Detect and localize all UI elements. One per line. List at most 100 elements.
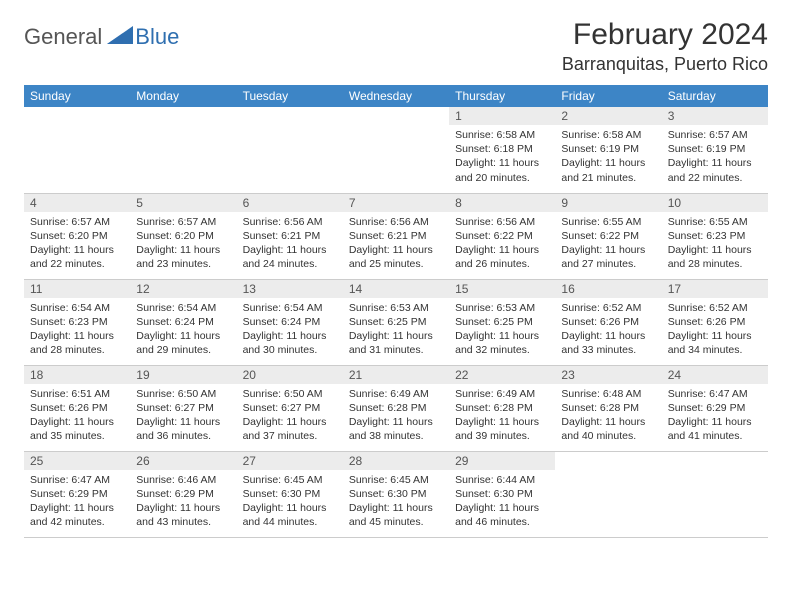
calendar-cell: 24Sunrise: 6:47 AMSunset: 6:29 PMDayligh… xyxy=(662,365,768,451)
calendar-body: 1Sunrise: 6:58 AMSunset: 6:18 PMDaylight… xyxy=(24,107,768,537)
calendar-cell: 13Sunrise: 6:54 AMSunset: 6:24 PMDayligh… xyxy=(237,279,343,365)
day-details: Sunrise: 6:54 AMSunset: 6:24 PMDaylight:… xyxy=(130,298,236,362)
calendar-cell: 16Sunrise: 6:52 AMSunset: 6:26 PMDayligh… xyxy=(555,279,661,365)
day-number: 22 xyxy=(449,366,555,384)
calendar-cell xyxy=(237,107,343,193)
weekday-header: Wednesday xyxy=(343,85,449,107)
day-details: Sunrise: 6:52 AMSunset: 6:26 PMDaylight:… xyxy=(662,298,768,362)
day-details: Sunrise: 6:49 AMSunset: 6:28 PMDaylight:… xyxy=(343,384,449,448)
day-number: 7 xyxy=(343,194,449,212)
calendar-cell: 17Sunrise: 6:52 AMSunset: 6:26 PMDayligh… xyxy=(662,279,768,365)
calendar-cell: 14Sunrise: 6:53 AMSunset: 6:25 PMDayligh… xyxy=(343,279,449,365)
day-number: 15 xyxy=(449,280,555,298)
day-details: Sunrise: 6:47 AMSunset: 6:29 PMDaylight:… xyxy=(662,384,768,448)
weekday-header: Tuesday xyxy=(237,85,343,107)
day-number: 18 xyxy=(24,366,130,384)
calendar-cell: 29Sunrise: 6:44 AMSunset: 6:30 PMDayligh… xyxy=(449,451,555,537)
logo-text-blue: Blue xyxy=(135,24,179,50)
day-details: Sunrise: 6:56 AMSunset: 6:21 PMDaylight:… xyxy=(343,212,449,276)
calendar-row: 4Sunrise: 6:57 AMSunset: 6:20 PMDaylight… xyxy=(24,193,768,279)
calendar-cell: 1Sunrise: 6:58 AMSunset: 6:18 PMDaylight… xyxy=(449,107,555,193)
page-header: General Blue February 2024 Barranquitas,… xyxy=(24,18,768,75)
weekday-header: Saturday xyxy=(662,85,768,107)
calendar-row: 18Sunrise: 6:51 AMSunset: 6:26 PMDayligh… xyxy=(24,365,768,451)
day-details: Sunrise: 6:55 AMSunset: 6:22 PMDaylight:… xyxy=(555,212,661,276)
day-details: Sunrise: 6:53 AMSunset: 6:25 PMDaylight:… xyxy=(343,298,449,362)
day-details: Sunrise: 6:54 AMSunset: 6:23 PMDaylight:… xyxy=(24,298,130,362)
calendar-cell: 19Sunrise: 6:50 AMSunset: 6:27 PMDayligh… xyxy=(130,365,236,451)
calendar-cell: 28Sunrise: 6:45 AMSunset: 6:30 PMDayligh… xyxy=(343,451,449,537)
day-number: 14 xyxy=(343,280,449,298)
weekday-header: Monday xyxy=(130,85,236,107)
day-details: Sunrise: 6:47 AMSunset: 6:29 PMDaylight:… xyxy=(24,470,130,534)
day-details: Sunrise: 6:45 AMSunset: 6:30 PMDaylight:… xyxy=(237,470,343,534)
weekday-header: Friday xyxy=(555,85,661,107)
calendar-cell: 20Sunrise: 6:50 AMSunset: 6:27 PMDayligh… xyxy=(237,365,343,451)
logo: General Blue xyxy=(24,24,179,50)
weekday-header: Sunday xyxy=(24,85,130,107)
day-number: 12 xyxy=(130,280,236,298)
day-number: 13 xyxy=(237,280,343,298)
location-subtitle: Barranquitas, Puerto Rico xyxy=(562,54,768,75)
day-details: Sunrise: 6:44 AMSunset: 6:30 PMDaylight:… xyxy=(449,470,555,534)
logo-text-general: General xyxy=(24,24,102,50)
calendar-cell: 23Sunrise: 6:48 AMSunset: 6:28 PMDayligh… xyxy=(555,365,661,451)
day-details: Sunrise: 6:48 AMSunset: 6:28 PMDaylight:… xyxy=(555,384,661,448)
day-number: 16 xyxy=(555,280,661,298)
calendar-row: 11Sunrise: 6:54 AMSunset: 6:23 PMDayligh… xyxy=(24,279,768,365)
day-number: 5 xyxy=(130,194,236,212)
calendar-cell xyxy=(24,107,130,193)
day-number: 1 xyxy=(449,107,555,125)
day-number: 21 xyxy=(343,366,449,384)
day-details: Sunrise: 6:46 AMSunset: 6:29 PMDaylight:… xyxy=(130,470,236,534)
calendar-cell: 22Sunrise: 6:49 AMSunset: 6:28 PMDayligh… xyxy=(449,365,555,451)
calendar-cell: 6Sunrise: 6:56 AMSunset: 6:21 PMDaylight… xyxy=(237,193,343,279)
day-details: Sunrise: 6:50 AMSunset: 6:27 PMDaylight:… xyxy=(237,384,343,448)
day-number: 28 xyxy=(343,452,449,470)
day-number: 27 xyxy=(237,452,343,470)
day-details: Sunrise: 6:58 AMSunset: 6:18 PMDaylight:… xyxy=(449,125,555,189)
day-number: 17 xyxy=(662,280,768,298)
day-details: Sunrise: 6:58 AMSunset: 6:19 PMDaylight:… xyxy=(555,125,661,189)
day-details: Sunrise: 6:56 AMSunset: 6:22 PMDaylight:… xyxy=(449,212,555,276)
day-number: 11 xyxy=(24,280,130,298)
day-number: 20 xyxy=(237,366,343,384)
calendar-cell: 11Sunrise: 6:54 AMSunset: 6:23 PMDayligh… xyxy=(24,279,130,365)
day-details: Sunrise: 6:57 AMSunset: 6:20 PMDaylight:… xyxy=(130,212,236,276)
day-number: 6 xyxy=(237,194,343,212)
calendar-cell: 18Sunrise: 6:51 AMSunset: 6:26 PMDayligh… xyxy=(24,365,130,451)
day-details: Sunrise: 6:49 AMSunset: 6:28 PMDaylight:… xyxy=(449,384,555,448)
day-details: Sunrise: 6:57 AMSunset: 6:20 PMDaylight:… xyxy=(24,212,130,276)
calendar-cell: 9Sunrise: 6:55 AMSunset: 6:22 PMDaylight… xyxy=(555,193,661,279)
day-number: 19 xyxy=(130,366,236,384)
weekday-header-row: Sunday Monday Tuesday Wednesday Thursday… xyxy=(24,85,768,107)
calendar-cell: 25Sunrise: 6:47 AMSunset: 6:29 PMDayligh… xyxy=(24,451,130,537)
calendar-cell: 8Sunrise: 6:56 AMSunset: 6:22 PMDaylight… xyxy=(449,193,555,279)
day-details: Sunrise: 6:55 AMSunset: 6:23 PMDaylight:… xyxy=(662,212,768,276)
day-number: 10 xyxy=(662,194,768,212)
month-title: February 2024 xyxy=(562,18,768,52)
day-details: Sunrise: 6:51 AMSunset: 6:26 PMDaylight:… xyxy=(24,384,130,448)
day-number: 26 xyxy=(130,452,236,470)
day-details: Sunrise: 6:45 AMSunset: 6:30 PMDaylight:… xyxy=(343,470,449,534)
day-number: 25 xyxy=(24,452,130,470)
day-details: Sunrise: 6:53 AMSunset: 6:25 PMDaylight:… xyxy=(449,298,555,362)
calendar-cell xyxy=(343,107,449,193)
calendar-cell: 12Sunrise: 6:54 AMSunset: 6:24 PMDayligh… xyxy=(130,279,236,365)
title-block: February 2024 Barranquitas, Puerto Rico xyxy=(562,18,768,75)
calendar-table: Sunday Monday Tuesday Wednesday Thursday… xyxy=(24,85,768,538)
day-number: 29 xyxy=(449,452,555,470)
day-number: 23 xyxy=(555,366,661,384)
day-number: 24 xyxy=(662,366,768,384)
day-details: Sunrise: 6:57 AMSunset: 6:19 PMDaylight:… xyxy=(662,125,768,189)
day-number: 9 xyxy=(555,194,661,212)
day-details: Sunrise: 6:56 AMSunset: 6:21 PMDaylight:… xyxy=(237,212,343,276)
calendar-cell: 15Sunrise: 6:53 AMSunset: 6:25 PMDayligh… xyxy=(449,279,555,365)
day-number: 8 xyxy=(449,194,555,212)
calendar-cell: 7Sunrise: 6:56 AMSunset: 6:21 PMDaylight… xyxy=(343,193,449,279)
calendar-cell xyxy=(130,107,236,193)
day-details: Sunrise: 6:52 AMSunset: 6:26 PMDaylight:… xyxy=(555,298,661,362)
day-number: 4 xyxy=(24,194,130,212)
calendar-cell xyxy=(662,451,768,537)
calendar-cell: 4Sunrise: 6:57 AMSunset: 6:20 PMDaylight… xyxy=(24,193,130,279)
